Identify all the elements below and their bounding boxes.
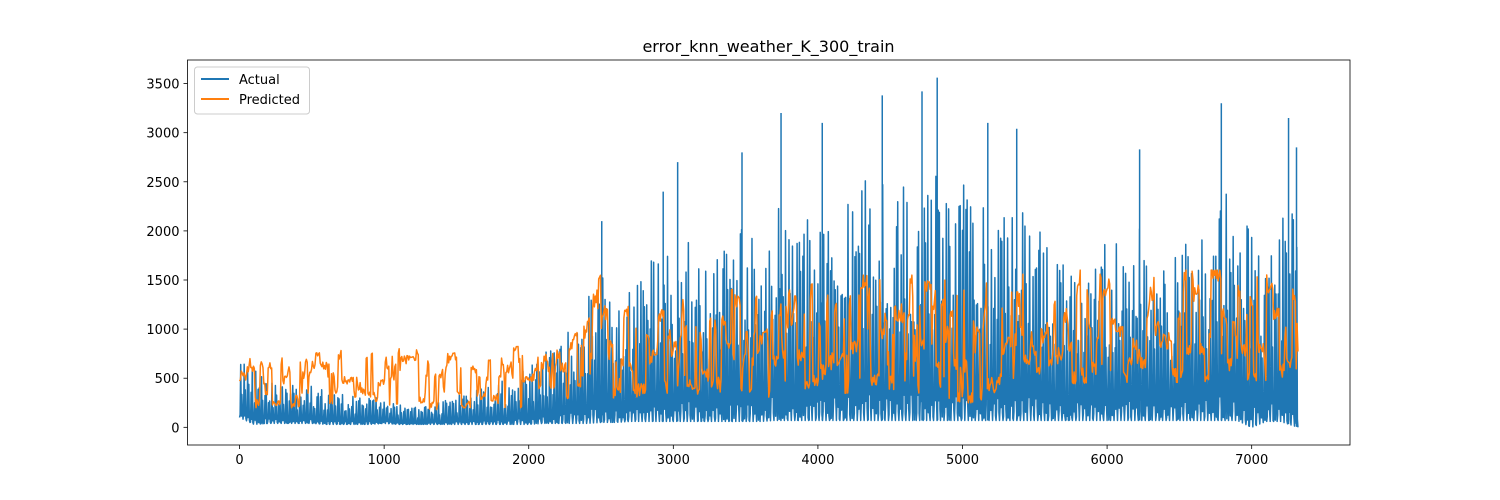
x-tick-label: 2000: [512, 453, 545, 468]
series-line-predicted: [238, 269, 1299, 411]
x-axis: 0 1000 2000 3000 4000 5000 6000 7000: [235, 445, 1268, 468]
y-tick-label: 1500: [146, 274, 179, 289]
series-layer: [238, 77, 1299, 428]
y-axis: 0 500 1000 1500 2000 2500 3000 3500: [146, 78, 188, 436]
x-tick-label: 1000: [368, 453, 401, 468]
y-tick-label: 3000: [146, 127, 179, 142]
y-tick-label: 2500: [146, 176, 179, 191]
y-tick-label: 3500: [146, 78, 179, 93]
y-tick-label: 2000: [146, 225, 179, 240]
x-tick-label: 5000: [946, 453, 979, 468]
y-tick-label: 0: [171, 421, 179, 436]
y-tick-label: 1000: [146, 323, 179, 338]
plot-area: [187, 59, 1351, 446]
x-tick-label: 7000: [1235, 453, 1268, 468]
x-tick-label: 3000: [657, 453, 690, 468]
plot-frame: [187, 59, 1351, 446]
legend-label-actual: Actual: [239, 73, 280, 88]
x-tick-label: 6000: [1091, 453, 1124, 468]
chart-title: error_knn_weather_K_300_train: [642, 37, 894, 57]
y-tick-label: 500: [155, 372, 180, 387]
legend: Actual Predicted: [194, 66, 310, 115]
x-tick-label: 4000: [801, 453, 834, 468]
x-tick-label: 0: [235, 453, 243, 468]
legend-label-predicted: Predicted: [239, 93, 300, 108]
